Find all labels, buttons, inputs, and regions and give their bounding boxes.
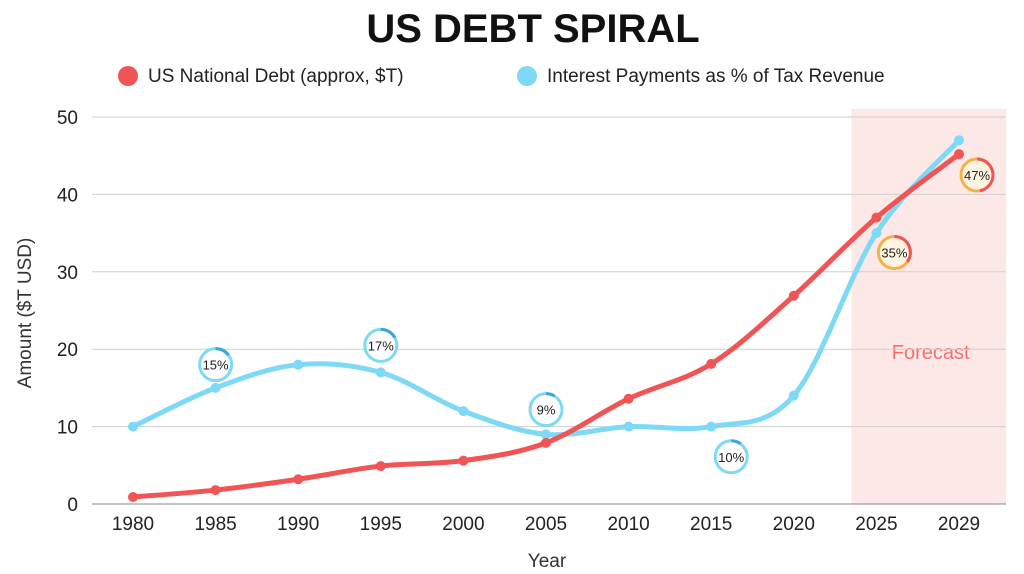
- point-debt-1995: [375, 461, 386, 472]
- annotation-arc-47pct: [976, 157, 995, 193]
- annotation-arc-15pct: [215, 347, 230, 357]
- point-debt-2020: [788, 290, 799, 301]
- legend-marker-interest: [517, 66, 537, 86]
- point-interest-2000: [458, 406, 469, 417]
- series-group: [128, 135, 964, 503]
- annotation-10pct: 10%: [713, 439, 749, 475]
- x-tick-2025: 2025: [855, 514, 897, 535]
- x-tick-1980: 1980: [112, 514, 154, 535]
- annotation-badges: 15% 17% 9% 10% 35% 47%: [198, 157, 995, 475]
- annotation-arc-35pct: [894, 234, 912, 263]
- point-interest-2029: [954, 135, 964, 146]
- y-tick-40: 40: [57, 185, 78, 206]
- point-interest-2005: [541, 429, 551, 440]
- point-debt-2005: [541, 437, 551, 448]
- x-tick-2029: 2029: [938, 514, 980, 535]
- point-debt-1990: [293, 474, 304, 485]
- annotation-9pct: 9%: [528, 392, 564, 428]
- x-tick-labels: 1980 1985 1990 1995 2000 2005 2010 2015 2020 2025…: [112, 514, 980, 535]
- y-tick-20: 20: [57, 340, 78, 361]
- annotation-47pct: 47%: [959, 157, 995, 193]
- y-tick-labels: 0 10 20 30 40 50: [57, 108, 78, 516]
- point-interest-2015: [706, 421, 717, 432]
- point-interest-1995: [375, 367, 386, 378]
- x-tick-2010: 2010: [607, 514, 649, 535]
- series-debt: [128, 149, 964, 503]
- point-interest-1985: [210, 382, 221, 393]
- annotation-15pct: 15%: [198, 347, 234, 383]
- annotation-label-9pct: 9%: [537, 403, 556, 418]
- point-debt-2010: [623, 393, 634, 404]
- point-debt-2015: [706, 358, 717, 369]
- x-tick-1985: 1985: [194, 514, 236, 535]
- y-axis-label: Amount ($T USD): [15, 238, 36, 389]
- point-debt-2029: [954, 149, 964, 160]
- y-tick-30: 30: [57, 263, 78, 284]
- legend-label-debt: US National Debt (approx, $T): [148, 66, 404, 87]
- annotation-arc-9pct: [545, 392, 556, 398]
- legend: US National Debt (approx, $T) Interest P…: [118, 66, 885, 87]
- x-axis-label: Year: [528, 551, 567, 572]
- point-debt-1980: [128, 492, 138, 503]
- x-tick-2015: 2015: [690, 514, 732, 535]
- annotation-label-35pct: 35%: [881, 245, 907, 260]
- point-interest-2020: [788, 390, 799, 401]
- point-interest-1980: [128, 421, 138, 432]
- point-debt-1985: [210, 485, 221, 496]
- annotation-label-17pct: 17%: [368, 338, 394, 353]
- annotation-arc-10pct: [731, 439, 742, 446]
- point-debt-2000: [458, 455, 469, 466]
- point-interest-1990: [293, 359, 304, 370]
- annotation-label-47pct: 47%: [964, 168, 990, 183]
- annotation-arc-17pct: [380, 327, 397, 339]
- x-tick-2000: 2000: [442, 514, 484, 535]
- point-debt-2025: [871, 212, 882, 223]
- x-tick-2005: 2005: [525, 514, 567, 535]
- point-interest-2010: [623, 421, 634, 432]
- y-tick-10: 10: [57, 418, 78, 439]
- legend-marker-debt: [118, 66, 138, 86]
- x-tick-1990: 1990: [277, 514, 319, 535]
- annotation-label-10pct: 10%: [718, 450, 744, 465]
- y-tick-50: 50: [57, 108, 78, 129]
- forecast-label: Forecast: [892, 342, 970, 364]
- annotation-label-15pct: 15%: [203, 358, 229, 373]
- annotation-17pct: 17%: [363, 327, 399, 363]
- x-tick-2020: 2020: [773, 514, 815, 535]
- y-tick-0: 0: [67, 495, 78, 516]
- point-interest-2025: [871, 228, 882, 239]
- chart-title: US DEBT SPIRAL: [366, 7, 699, 51]
- legend-label-interest: Interest Payments as % of Tax Revenue: [547, 66, 885, 87]
- annotation-35pct: 35%: [876, 234, 912, 270]
- x-tick-1995: 1995: [360, 514, 402, 535]
